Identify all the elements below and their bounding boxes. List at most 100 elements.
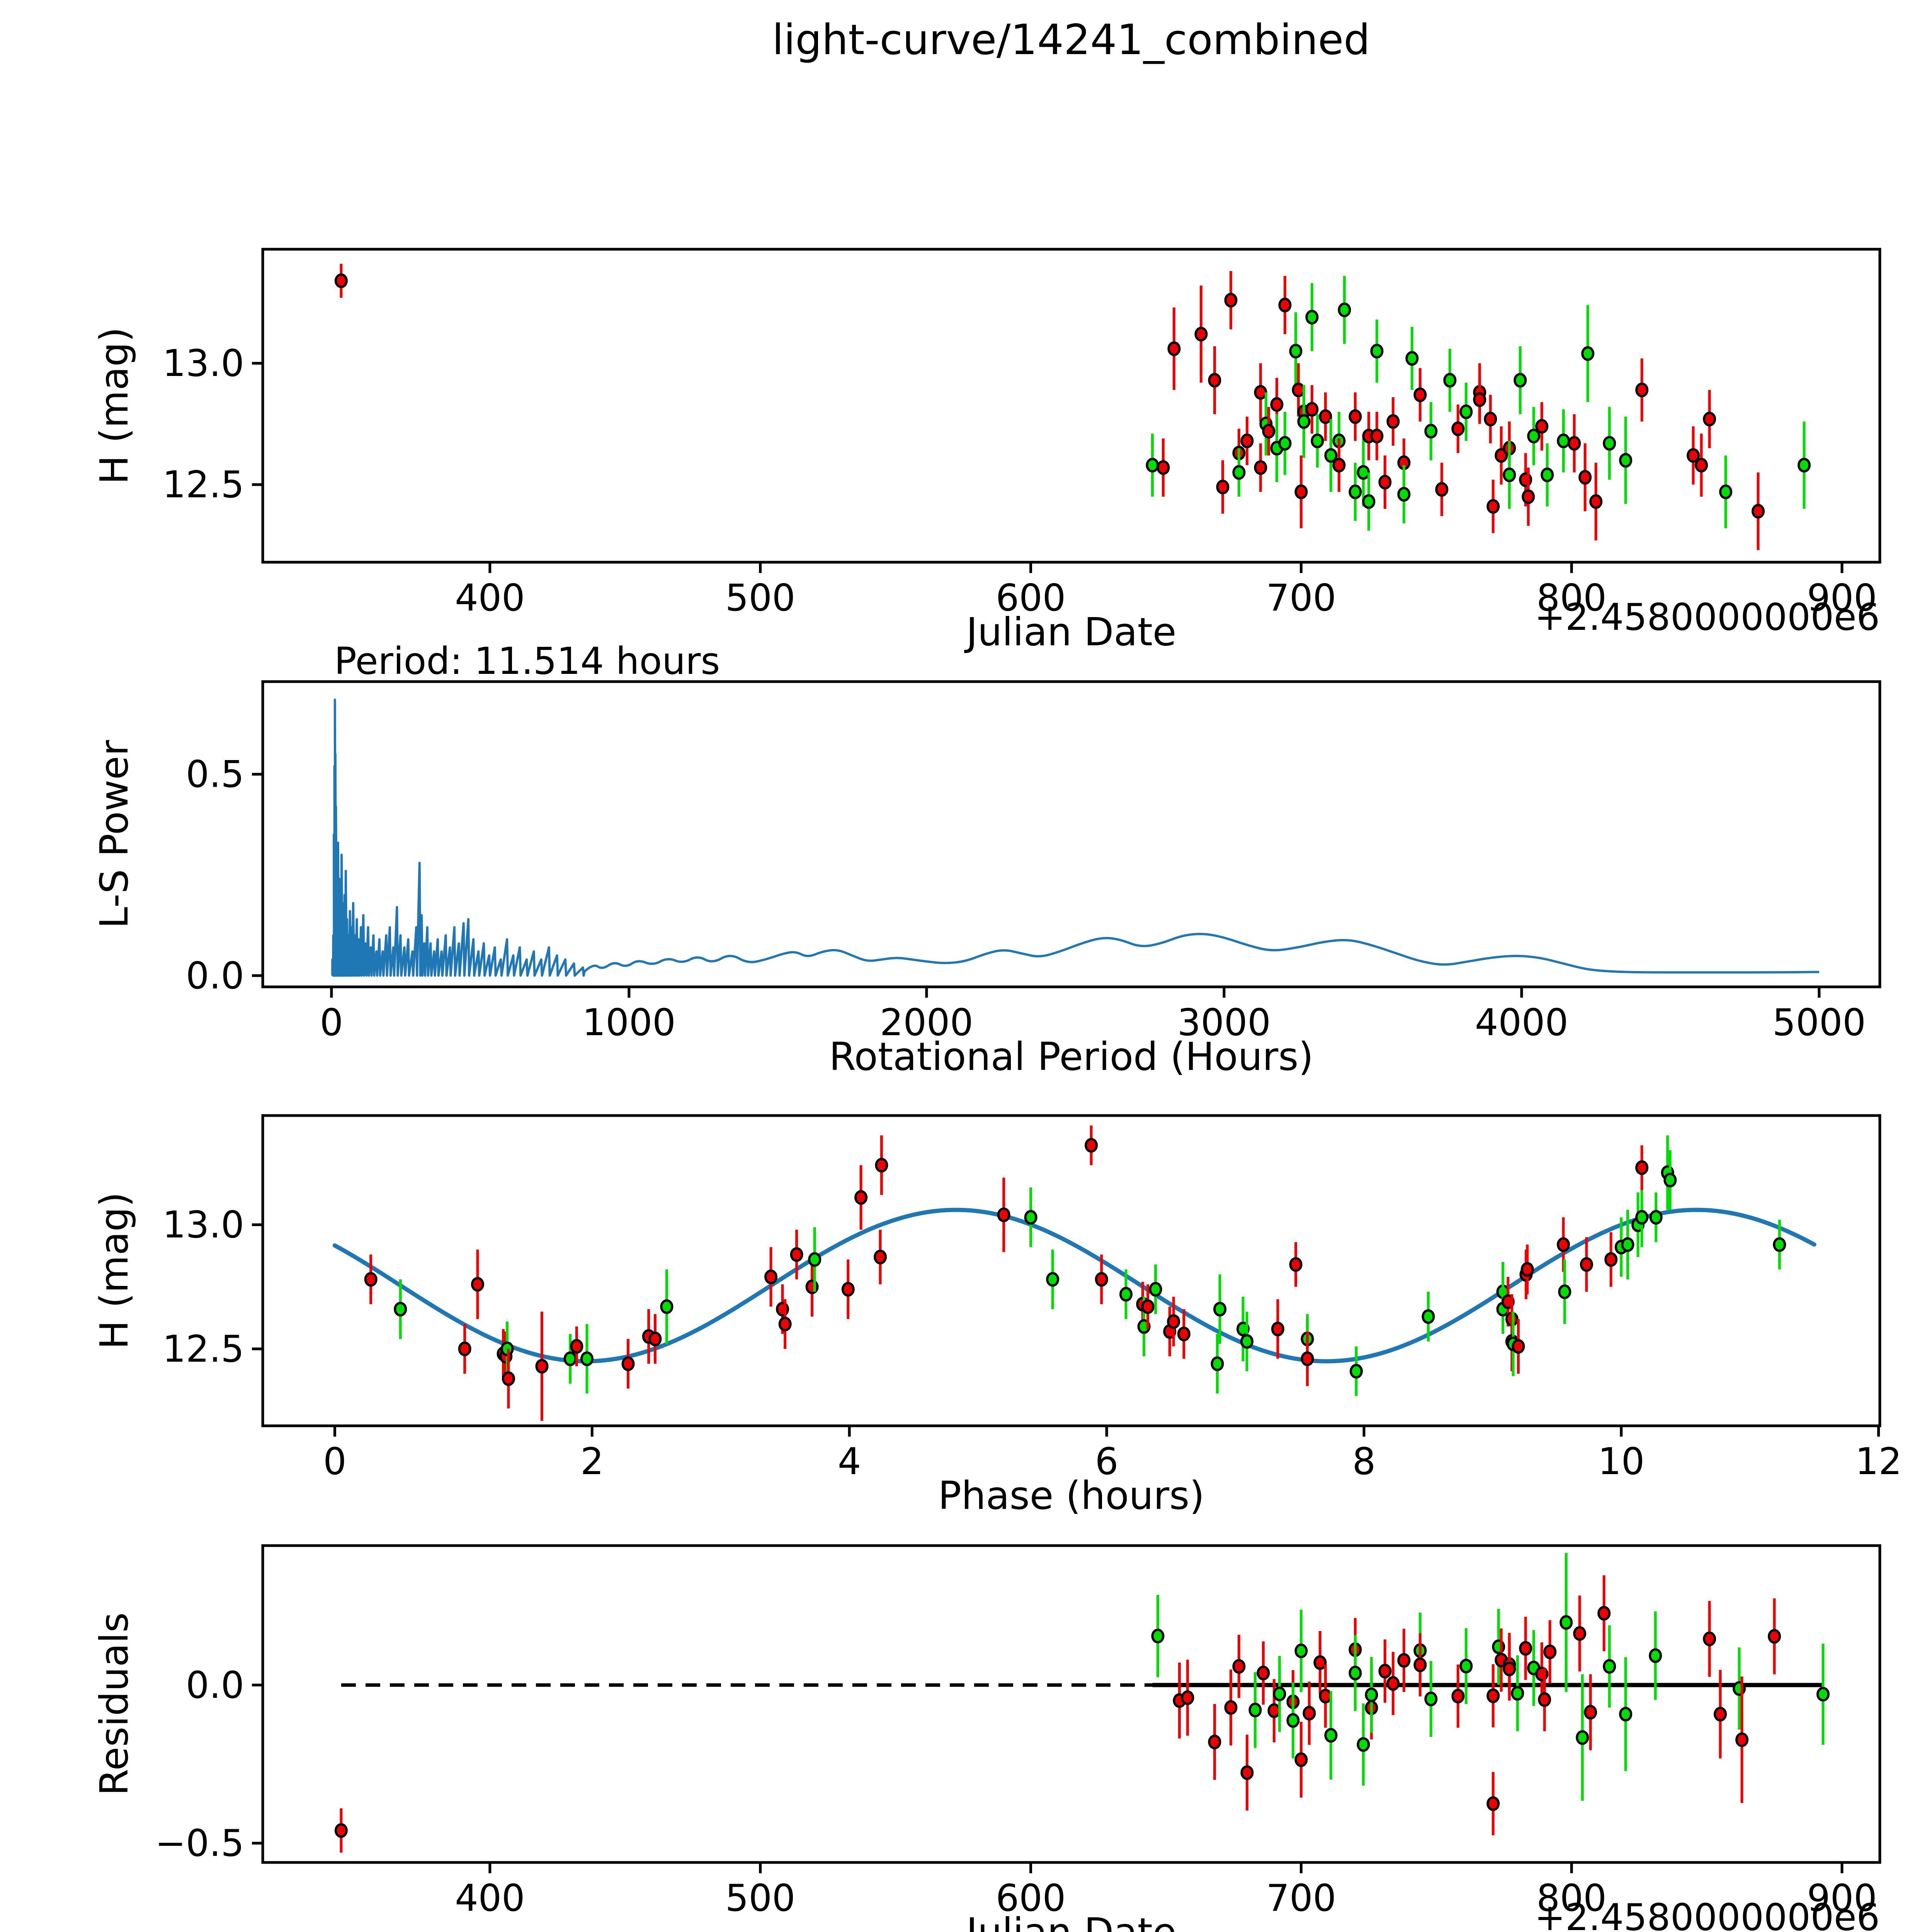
data-point <box>334 1823 348 1838</box>
data-point <box>1520 1262 1534 1277</box>
data-point <box>1580 1257 1593 1272</box>
data-point <box>1635 383 1649 398</box>
data-point <box>1224 1700 1238 1715</box>
data-point <box>1621 1237 1634 1252</box>
data-point <box>1451 421 1465 436</box>
x-tick-label: 900 <box>1807 577 1877 619</box>
data-point <box>570 1339 583 1354</box>
data-layer-jd-magnitude <box>334 264 1811 550</box>
x-tick-label: 500 <box>725 1877 795 1920</box>
data-point <box>1503 467 1516 482</box>
x-tick-label: 700 <box>1266 577 1336 619</box>
data-point <box>458 1341 471 1356</box>
data-point <box>1486 1796 1500 1811</box>
data-point <box>1305 402 1319 417</box>
data-point <box>1370 344 1384 359</box>
data-point <box>1365 1687 1378 1702</box>
data-point <box>1459 1658 1473 1673</box>
data-point <box>1254 385 1267 400</box>
x-tick-label: 600 <box>996 577 1066 619</box>
data-point <box>1558 1284 1571 1299</box>
data-point <box>1362 494 1376 509</box>
data-point <box>1286 1713 1300 1728</box>
x-tick-label: 2 <box>580 1440 604 1483</box>
periodogram-line <box>331 698 1819 977</box>
data-point <box>1589 494 1603 509</box>
y-tick-label: 0.5 <box>186 753 244 796</box>
data-point <box>1735 1732 1749 1747</box>
data-point <box>1413 387 1427 402</box>
data-point <box>1541 467 1554 482</box>
data-point <box>1603 1659 1616 1674</box>
data-point <box>1270 397 1284 412</box>
x-tick-label: 0 <box>320 1002 343 1044</box>
data-point <box>1459 404 1473 419</box>
data-point <box>1370 429 1384 444</box>
data-point <box>1319 409 1332 424</box>
data-point <box>1167 341 1181 356</box>
data-point <box>854 1190 868 1205</box>
data-point <box>1324 1728 1338 1743</box>
y-tick-label: 12.5 <box>162 464 244 506</box>
data-point <box>1046 1272 1060 1287</box>
y-tick-label: 12.5 <box>162 1328 244 1371</box>
data-point <box>1289 1257 1303 1272</box>
subplot-residuals: 400 500 600 700 800 900 −0.5 0.0 Julian Date Resi… <box>92 1544 1881 1932</box>
x-tick-label: 400 <box>455 577 525 619</box>
data-point <box>1167 1314 1180 1329</box>
data-point <box>1378 1663 1392 1679</box>
data-point <box>1141 1299 1155 1314</box>
x-tick-label: 6 <box>1095 1440 1118 1483</box>
y-axis-label: L-S Power <box>92 740 137 929</box>
data-point <box>1305 310 1319 325</box>
data-point <box>1578 470 1592 485</box>
y-axis-label: Residuals <box>92 1612 137 1796</box>
data-point <box>1584 1705 1597 1720</box>
data-point <box>1278 436 1292 451</box>
data-point <box>1085 1138 1098 1153</box>
data-point <box>1386 414 1400 429</box>
data-point <box>1752 504 1765 519</box>
data-point <box>580 1351 594 1366</box>
data-point <box>1451 1689 1465 1704</box>
x-tick-label: 900 <box>1807 1877 1877 1920</box>
data-point <box>1687 448 1700 463</box>
data-point <box>1338 302 1351 317</box>
data-point <box>1543 1644 1557 1659</box>
data-point <box>1663 1173 1677 1188</box>
data-point <box>1349 1665 1362 1680</box>
x-tick-label: 12 <box>1855 1440 1902 1483</box>
data-point <box>1208 1735 1221 1750</box>
data-point <box>1512 1339 1525 1354</box>
x-tick-label: 4000 <box>1475 1002 1568 1044</box>
data-point <box>1240 1765 1254 1780</box>
y-tick-label: 13.0 <box>162 1204 244 1247</box>
data-point <box>1557 434 1570 449</box>
data-point <box>1289 344 1303 359</box>
data-layer-residuals <box>334 1553 1830 1853</box>
x-tick-label: 800 <box>1537 1877 1607 1920</box>
data-point <box>1649 1210 1663 1225</box>
best-period-title: Period: 11.514 hours <box>334 639 720 683</box>
data-point <box>1216 480 1230 495</box>
axes-spines <box>261 248 1881 564</box>
data-point <box>1773 1237 1786 1252</box>
data-point <box>1484 412 1497 427</box>
data-point <box>1522 489 1535 504</box>
data-point <box>1816 1687 1830 1702</box>
data-point <box>808 1252 821 1267</box>
data-point <box>1240 1334 1253 1349</box>
data-point <box>1511 1686 1524 1701</box>
data-point <box>1232 1659 1246 1674</box>
data-point <box>1714 1707 1727 1722</box>
data-point <box>1254 460 1267 475</box>
data-point <box>1119 1287 1133 1302</box>
data-point <box>1271 1321 1284 1337</box>
data-point <box>1181 1690 1194 1705</box>
x-tick-label: 700 <box>1266 1877 1336 1920</box>
data-point <box>1273 1686 1286 1701</box>
data-point <box>1514 373 1527 388</box>
